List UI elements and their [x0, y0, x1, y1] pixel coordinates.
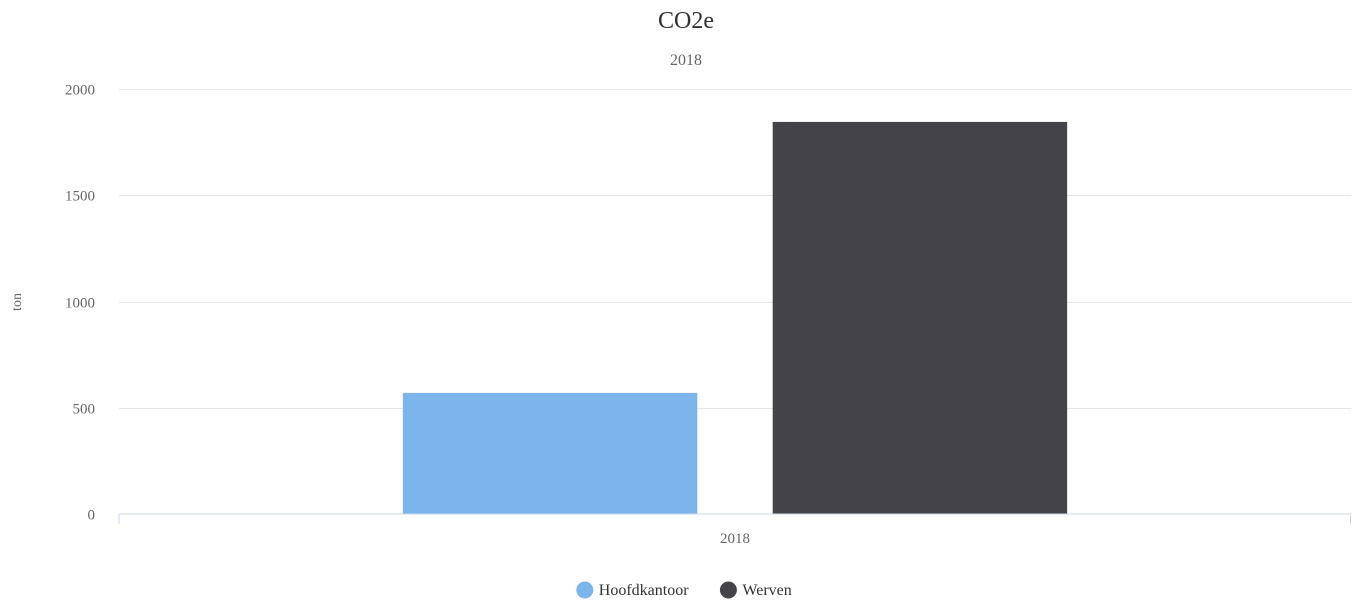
y-tick-label: 1000 — [65, 296, 95, 312]
legend-marker — [719, 581, 737, 599]
chart-title: CO2e — [658, 8, 714, 34]
y-axis-title: ton — [10, 293, 25, 311]
legend-item-hoofdkantoor[interactable]: Hoofdkantoor — [576, 581, 689, 600]
bars — [402, 121, 1068, 514]
legend: Hoofdkantoor Werven — [576, 581, 792, 600]
legend-label: Werven — [742, 582, 791, 599]
gridlines — [119, 89, 1351, 409]
y-tick-label: 1500 — [65, 189, 95, 205]
bar-hoofdkantoor[interactable] — [402, 392, 698, 514]
x-tick-label: 2018 — [720, 531, 750, 547]
y-tick-label: 500 — [73, 402, 96, 418]
y-axis-ticks: 0 500 1000 1500 2000 — [65, 83, 95, 524]
x-axis-ticks: 2018 — [720, 531, 750, 547]
chart-subtitle: 2018 — [670, 52, 702, 69]
legend-marker — [576, 581, 594, 599]
y-tick-label: 2000 — [65, 83, 95, 99]
legend-item-werven[interactable]: Werven — [719, 581, 792, 600]
legend-label: Hoofdkantoor — [599, 582, 689, 599]
y-tick-label: 0 — [88, 508, 96, 524]
bar-werven[interactable] — [772, 121, 1068, 514]
